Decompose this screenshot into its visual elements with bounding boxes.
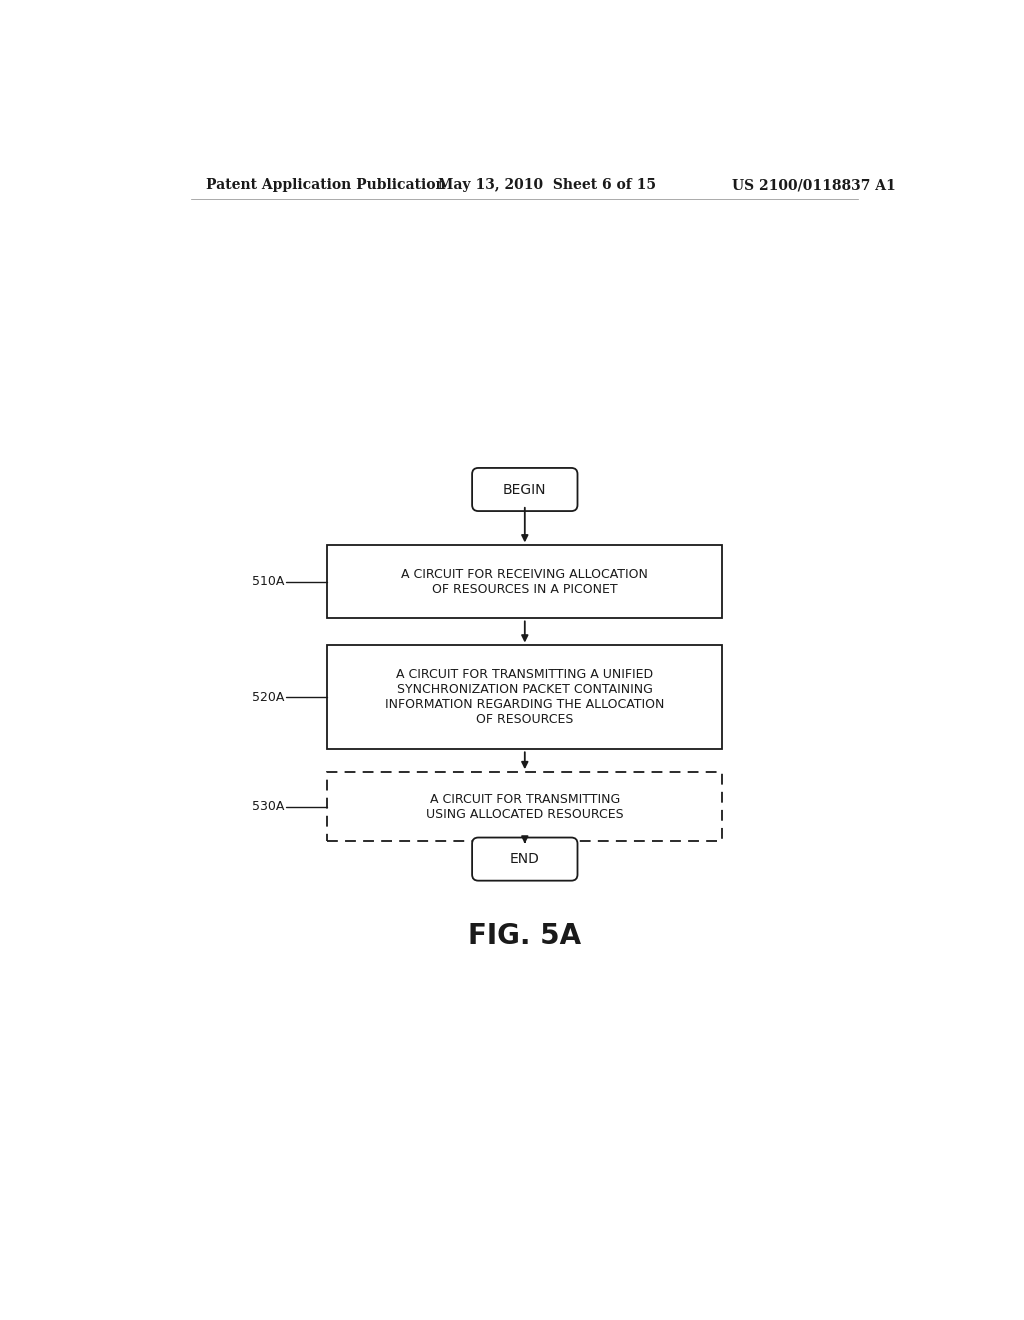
Text: A CIRCUIT FOR RECEIVING ALLOCATION
OF RESOURCES IN A PICONET: A CIRCUIT FOR RECEIVING ALLOCATION OF RE… bbox=[401, 568, 648, 595]
FancyBboxPatch shape bbox=[328, 645, 722, 750]
Text: A CIRCUIT FOR TRANSMITTING A UNIFIED
SYNCHRONIZATION PACKET CONTAINING
INFORMATI: A CIRCUIT FOR TRANSMITTING A UNIFIED SYN… bbox=[385, 668, 665, 726]
Text: A CIRCUIT FOR TRANSMITTING
USING ALLOCATED RESOURCES: A CIRCUIT FOR TRANSMITTING USING ALLOCAT… bbox=[426, 793, 624, 821]
FancyBboxPatch shape bbox=[472, 469, 578, 511]
FancyBboxPatch shape bbox=[472, 838, 578, 880]
Text: 510A: 510A bbox=[252, 576, 285, 589]
Text: Patent Application Publication: Patent Application Publication bbox=[206, 178, 445, 193]
Text: 520A: 520A bbox=[252, 690, 285, 704]
FancyBboxPatch shape bbox=[328, 545, 722, 619]
Text: FIG. 5A: FIG. 5A bbox=[468, 923, 582, 950]
Text: BEGIN: BEGIN bbox=[503, 483, 547, 496]
Text: May 13, 2010  Sheet 6 of 15: May 13, 2010 Sheet 6 of 15 bbox=[438, 178, 656, 193]
FancyBboxPatch shape bbox=[328, 772, 722, 841]
Text: END: END bbox=[510, 853, 540, 866]
Text: US 2100/0118837 A1: US 2100/0118837 A1 bbox=[732, 178, 896, 193]
Text: 530A: 530A bbox=[252, 800, 285, 813]
